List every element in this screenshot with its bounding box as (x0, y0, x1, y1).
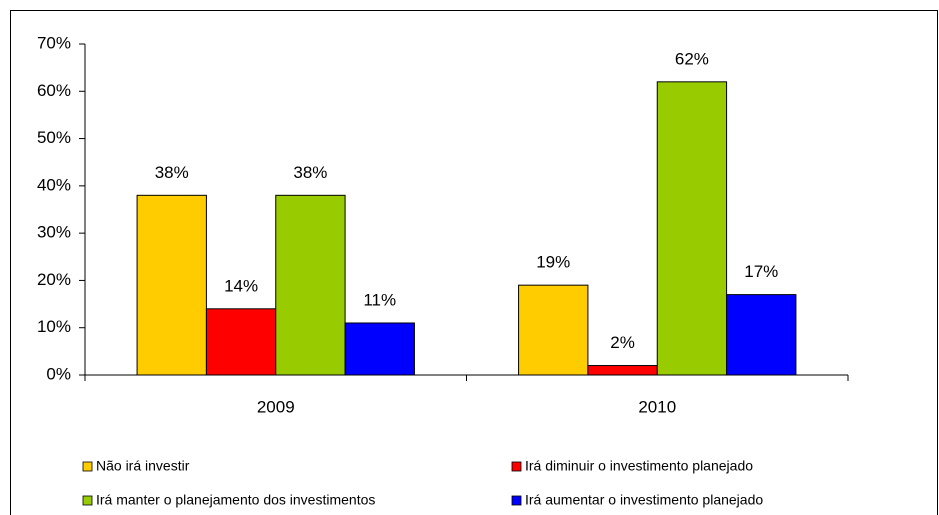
y-tick-label: 70% (37, 33, 71, 52)
bar (136, 194, 207, 376)
y-tick-label: 50% (37, 128, 71, 147)
bar (726, 294, 797, 376)
legend-label: Irá aumentar o investimento planejado (525, 492, 763, 508)
x-tick-label: 2010 (638, 397, 676, 416)
x-tick-label: 2009 (257, 397, 295, 416)
legend-label: Irá diminuir o investimento planejado (525, 458, 753, 474)
bar (656, 81, 728, 376)
legend-label: Irá manter o planejamento dos investimen… (96, 492, 375, 508)
y-tick-label: 10% (37, 317, 71, 336)
bar (275, 194, 346, 376)
value-label: 38% (293, 163, 327, 182)
y-tick-label: 40% (37, 175, 71, 194)
legend-label: Não irá investir (96, 458, 190, 474)
y-tick-label: 0% (46, 364, 71, 383)
y-tick-label: 30% (37, 223, 71, 242)
value-label: 2% (610, 333, 635, 352)
legend-swatch (511, 495, 522, 506)
value-label: 17% (744, 262, 778, 281)
bar (205, 308, 277, 376)
y-tick-label: 60% (37, 81, 71, 100)
value-label: 38% (155, 163, 189, 182)
value-label: 19% (536, 253, 570, 272)
value-label: 14% (224, 276, 258, 295)
bar (518, 284, 589, 376)
y-tick-label: 20% (37, 270, 71, 289)
value-label: 62% (675, 49, 709, 68)
legend-swatch (82, 461, 93, 472)
value-label: 11% (363, 290, 396, 309)
bar (587, 365, 658, 376)
legend-swatch (511, 461, 522, 472)
bar (344, 322, 415, 376)
legend-swatch (82, 495, 93, 506)
